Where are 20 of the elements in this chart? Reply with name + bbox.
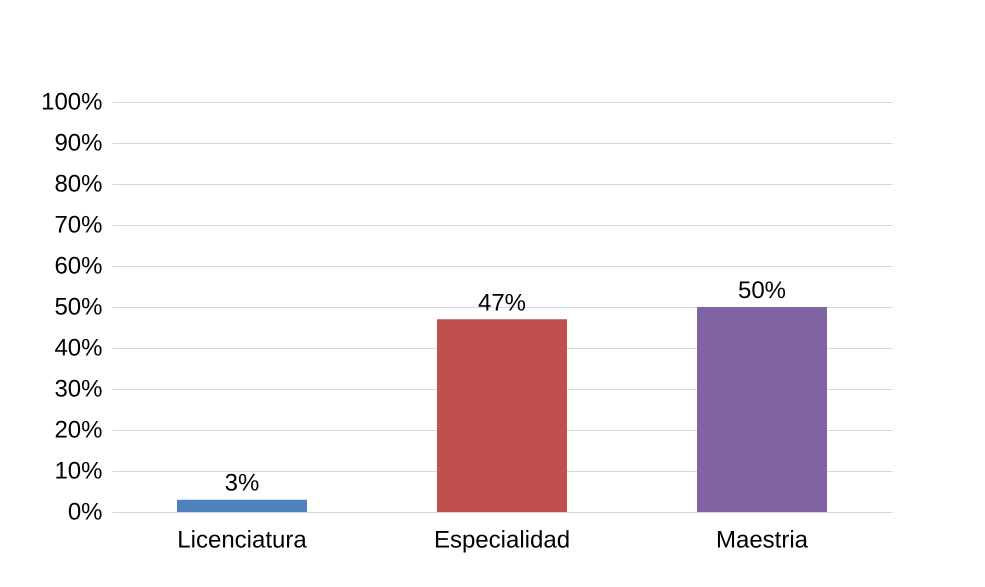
y-tick-label: 90% (54, 130, 102, 156)
x-tick-label: Especialidad (434, 526, 570, 554)
y-tick-label: 0% (68, 498, 102, 526)
y-tick-label: 10% (54, 458, 102, 484)
x-tick-label: Maestria (716, 526, 809, 554)
data-label: 47% (478, 289, 526, 316)
y-tick-label: 60% (54, 252, 102, 280)
bar (437, 319, 567, 512)
y-tick-label: 40% (54, 334, 102, 362)
bar (177, 500, 307, 512)
y-tick-label: 70% (54, 212, 102, 238)
y-tick-label: 30% (54, 376, 102, 402)
data-label: 3% (224, 470, 260, 497)
y-tick-label: 80% (54, 170, 102, 198)
y-tick-label: 100% (41, 88, 102, 116)
data-label: 50% (738, 277, 786, 304)
x-tick-label: Licenciatura (177, 526, 308, 554)
bar (697, 307, 827, 512)
y-tick-label: 50% (54, 294, 102, 320)
y-tick-label: 20% (54, 416, 102, 444)
